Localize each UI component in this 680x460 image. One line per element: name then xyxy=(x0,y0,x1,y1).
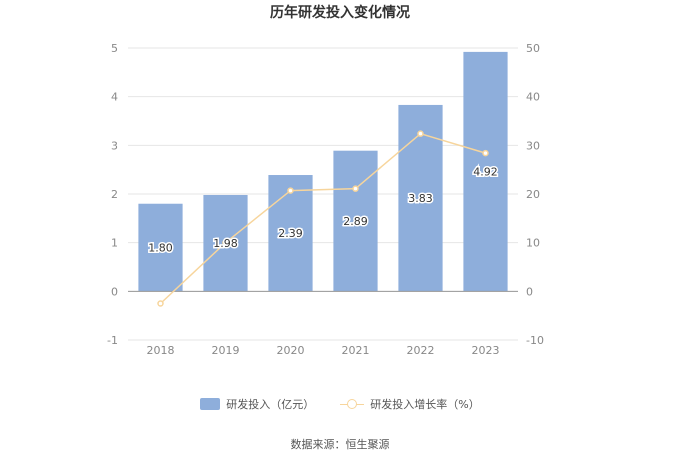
legend-bar-swatch xyxy=(200,398,221,410)
legend-line-swatch xyxy=(340,398,365,410)
y-right-tick-label: 40 xyxy=(526,91,540,104)
bar-value-label: 1.98 xyxy=(213,237,238,250)
bar xyxy=(333,150,378,292)
bar xyxy=(138,203,183,292)
y-right-tick-label: 0 xyxy=(526,285,533,298)
y-right-tick-label: -10 xyxy=(526,334,544,347)
chart-legend: 研发投入（亿元） 研发投入增长率（%） xyxy=(0,396,680,412)
data-source-note: 数据来源：恒生聚源 xyxy=(290,438,390,451)
bar-value-label: 2.89 xyxy=(343,215,368,228)
y-left-tick-label: 5 xyxy=(111,42,118,55)
legend-bar-label: 研发投入（亿元） xyxy=(226,398,315,411)
y-left-tick-label: 2 xyxy=(111,188,118,201)
growth-rate-point xyxy=(352,185,359,192)
growth-rate-point xyxy=(482,149,489,157)
growth-rate-point xyxy=(287,187,294,194)
growth-rate-point xyxy=(157,300,164,307)
bar-value-label: 4.92 xyxy=(473,166,498,179)
y-left-tick-label: -1 xyxy=(107,334,118,347)
x-tick-label: 2022 xyxy=(407,344,435,357)
growth-rate-line xyxy=(159,132,486,305)
y-right-tick-label: 10 xyxy=(526,237,540,250)
chart-title: 历年研发投入变化情况 xyxy=(270,5,410,21)
x-tick-label: 2021 xyxy=(342,344,370,357)
y-left-tick-label: 4 xyxy=(111,91,118,104)
bar-value-label: 3.83 xyxy=(408,192,433,205)
x-tick-label: 2020 xyxy=(277,344,305,357)
legend-item-bar[interactable]: 研发投入（亿元） xyxy=(200,396,314,412)
growth-rate-point xyxy=(417,130,424,137)
x-tick-label: 2023 xyxy=(472,344,500,357)
bar-value-label: 1.80 xyxy=(148,242,173,255)
legend-item-line[interactable]: 研发投入增长率（%） xyxy=(340,396,480,412)
bar xyxy=(463,51,508,292)
y-right-tick-label: 20 xyxy=(526,188,540,201)
y-left-tick-label: 0 xyxy=(111,285,118,298)
x-tick-label: 2018 xyxy=(147,344,175,357)
y-left-tick-label: 1 xyxy=(111,237,118,250)
x-tick-label: 2019 xyxy=(212,344,240,357)
y-right-tick-label: 30 xyxy=(526,139,540,152)
legend-line-label: 研发投入增长率（%） xyxy=(370,398,480,411)
bar-value-label: 2.39 xyxy=(278,227,303,240)
y-left-tick-label: 3 xyxy=(111,139,118,152)
y-right-tick-label: 50 xyxy=(526,42,540,55)
bar xyxy=(268,175,313,292)
growth-rate-point xyxy=(222,239,229,246)
